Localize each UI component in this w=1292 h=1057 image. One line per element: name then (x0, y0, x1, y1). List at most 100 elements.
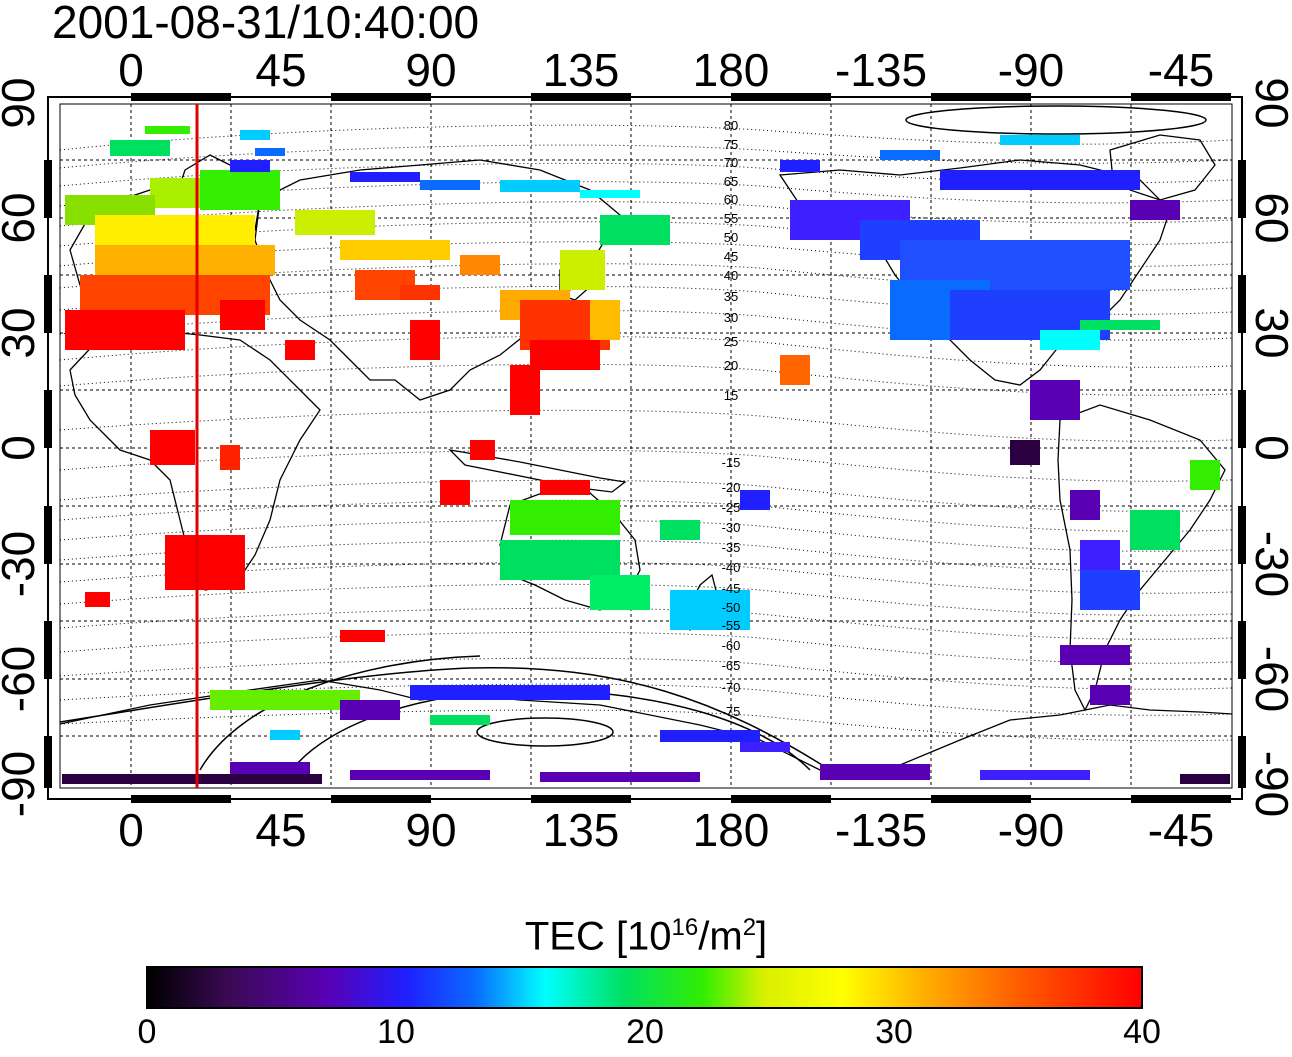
axis-ticks (44, 93, 1246, 803)
colorbar-title-mid: /m (698, 914, 743, 959)
top-lon-label: 135 (543, 44, 620, 96)
colorbar-tick: 0 (137, 1013, 157, 1051)
tec-patch (1030, 380, 1080, 420)
colorbar-title-exp2: 2 (742, 914, 757, 941)
mlat-label: 30 (724, 310, 738, 325)
mlat-label: 55 (724, 211, 738, 226)
mlat-label: -75 (722, 704, 741, 719)
right-lat-label: 0 (1246, 435, 1292, 461)
top-lon-label: -135 (835, 44, 927, 96)
mlat-label: -55 (722, 618, 741, 633)
tec-patch (780, 160, 820, 172)
mlat-label: -45 (722, 581, 741, 596)
tec-patch (200, 170, 280, 210)
tec-patch (1010, 440, 1040, 465)
tec-patch (95, 245, 275, 275)
tec-patch (1090, 685, 1130, 705)
tec-patch (1080, 570, 1140, 610)
tec-patch (165, 535, 245, 590)
mlat-label: -60 (722, 638, 741, 653)
top-lon-label: -90 (998, 44, 1064, 96)
top-longitude-labels: 0 45 90 135 180 -135 -90 -45 (118, 44, 1214, 96)
timestamp-title: 2001-08-31/10:40:00 (52, 0, 480, 48)
left-lat-label: 90 (0, 77, 44, 128)
tec-patch (230, 160, 270, 172)
top-lon-label: -45 (1148, 44, 1214, 96)
tec-patch (255, 148, 285, 156)
tec-patch (65, 310, 185, 350)
right-lat-label: -90 (1246, 751, 1292, 817)
tec-patch (410, 685, 610, 700)
left-lat-label: -60 (0, 646, 44, 712)
tec-patch (350, 172, 420, 182)
right-lat-label: 90 (1246, 77, 1292, 128)
top-lon-label: 90 (405, 44, 456, 96)
left-lat-label: 60 (0, 192, 44, 243)
tec-patch (285, 340, 315, 360)
africa-coast (69, 329, 321, 591)
mlat-label: 40 (724, 268, 738, 283)
tec-patch (1180, 774, 1230, 784)
tec-patch (440, 480, 470, 505)
tec-patch (510, 365, 540, 415)
tec-patch (1190, 460, 1220, 490)
tec-patch (95, 215, 255, 250)
mlat-label: -15 (722, 455, 741, 470)
colorbar-tick: 40 (1123, 1013, 1161, 1051)
tec-patch (270, 730, 300, 740)
top-lon-label: 45 (255, 44, 306, 96)
tec-patch (240, 130, 270, 140)
mlat-label: -35 (722, 540, 741, 555)
tec-patch (295, 210, 375, 235)
tec-patch (590, 575, 650, 610)
tec-patch (220, 300, 265, 330)
tec-patch (500, 540, 620, 580)
tec-patch (1000, 135, 1080, 145)
tec-patches (62, 126, 1230, 784)
colorbar-tick: 20 (626, 1013, 664, 1051)
bottom-lon-label: -135 (835, 804, 927, 856)
mlat-label: -65 (722, 658, 741, 673)
mlat-label: 25 (724, 334, 738, 349)
mlat-label: -30 (722, 520, 741, 535)
indonesia-coast (448, 449, 627, 493)
mlat-label: 60 (724, 192, 738, 207)
tec-patch (350, 770, 490, 780)
right-lat-label: 30 (1246, 307, 1292, 358)
tec-patch (600, 215, 670, 245)
bottom-lon-label: 0 (118, 804, 144, 856)
tec-patch (590, 300, 620, 340)
tec-patch (780, 355, 810, 385)
tec-patch (580, 190, 640, 198)
bottom-lon-label: -90 (998, 804, 1064, 856)
tec-patch (880, 150, 940, 160)
left-lat-label: 30 (0, 307, 44, 358)
tec-patch (230, 762, 310, 774)
right-lat-label: 60 (1246, 192, 1292, 243)
tec-patch (500, 180, 580, 192)
mlat-label: 20 (724, 358, 738, 373)
tec-patch (410, 320, 440, 360)
tec-patch (660, 520, 700, 540)
tec-patch (1060, 645, 1130, 665)
tec-map: 80 75 70 65 60 55 50 45 40 35 30 25 20 1… (0, 44, 1292, 856)
left-lat-label: -30 (0, 531, 44, 597)
asia-coast (254, 159, 621, 401)
magnetic-latitude-labels: 80 75 70 65 60 55 50 45 40 35 30 25 20 1… (722, 118, 741, 719)
mlat-label: 50 (724, 230, 738, 245)
mlat-label: 45 (724, 249, 738, 264)
top-lon-label: 0 (118, 44, 144, 96)
tec-patch (210, 690, 360, 710)
tec-patch (1070, 490, 1100, 520)
left-latitude-labels: 90 60 30 0 -30 -60 -90 (0, 77, 44, 817)
tec-patch (940, 170, 1140, 190)
mlat-label: -40 (722, 560, 741, 575)
left-lat-label: 0 (0, 435, 44, 461)
tec-patch (510, 500, 620, 535)
tec-patch (145, 126, 190, 134)
tec-patch (85, 592, 110, 607)
tec-patch (980, 770, 1090, 780)
tec-patch (340, 240, 450, 260)
bottom-lon-label: 135 (543, 804, 620, 856)
right-lat-label: -30 (1246, 531, 1292, 597)
